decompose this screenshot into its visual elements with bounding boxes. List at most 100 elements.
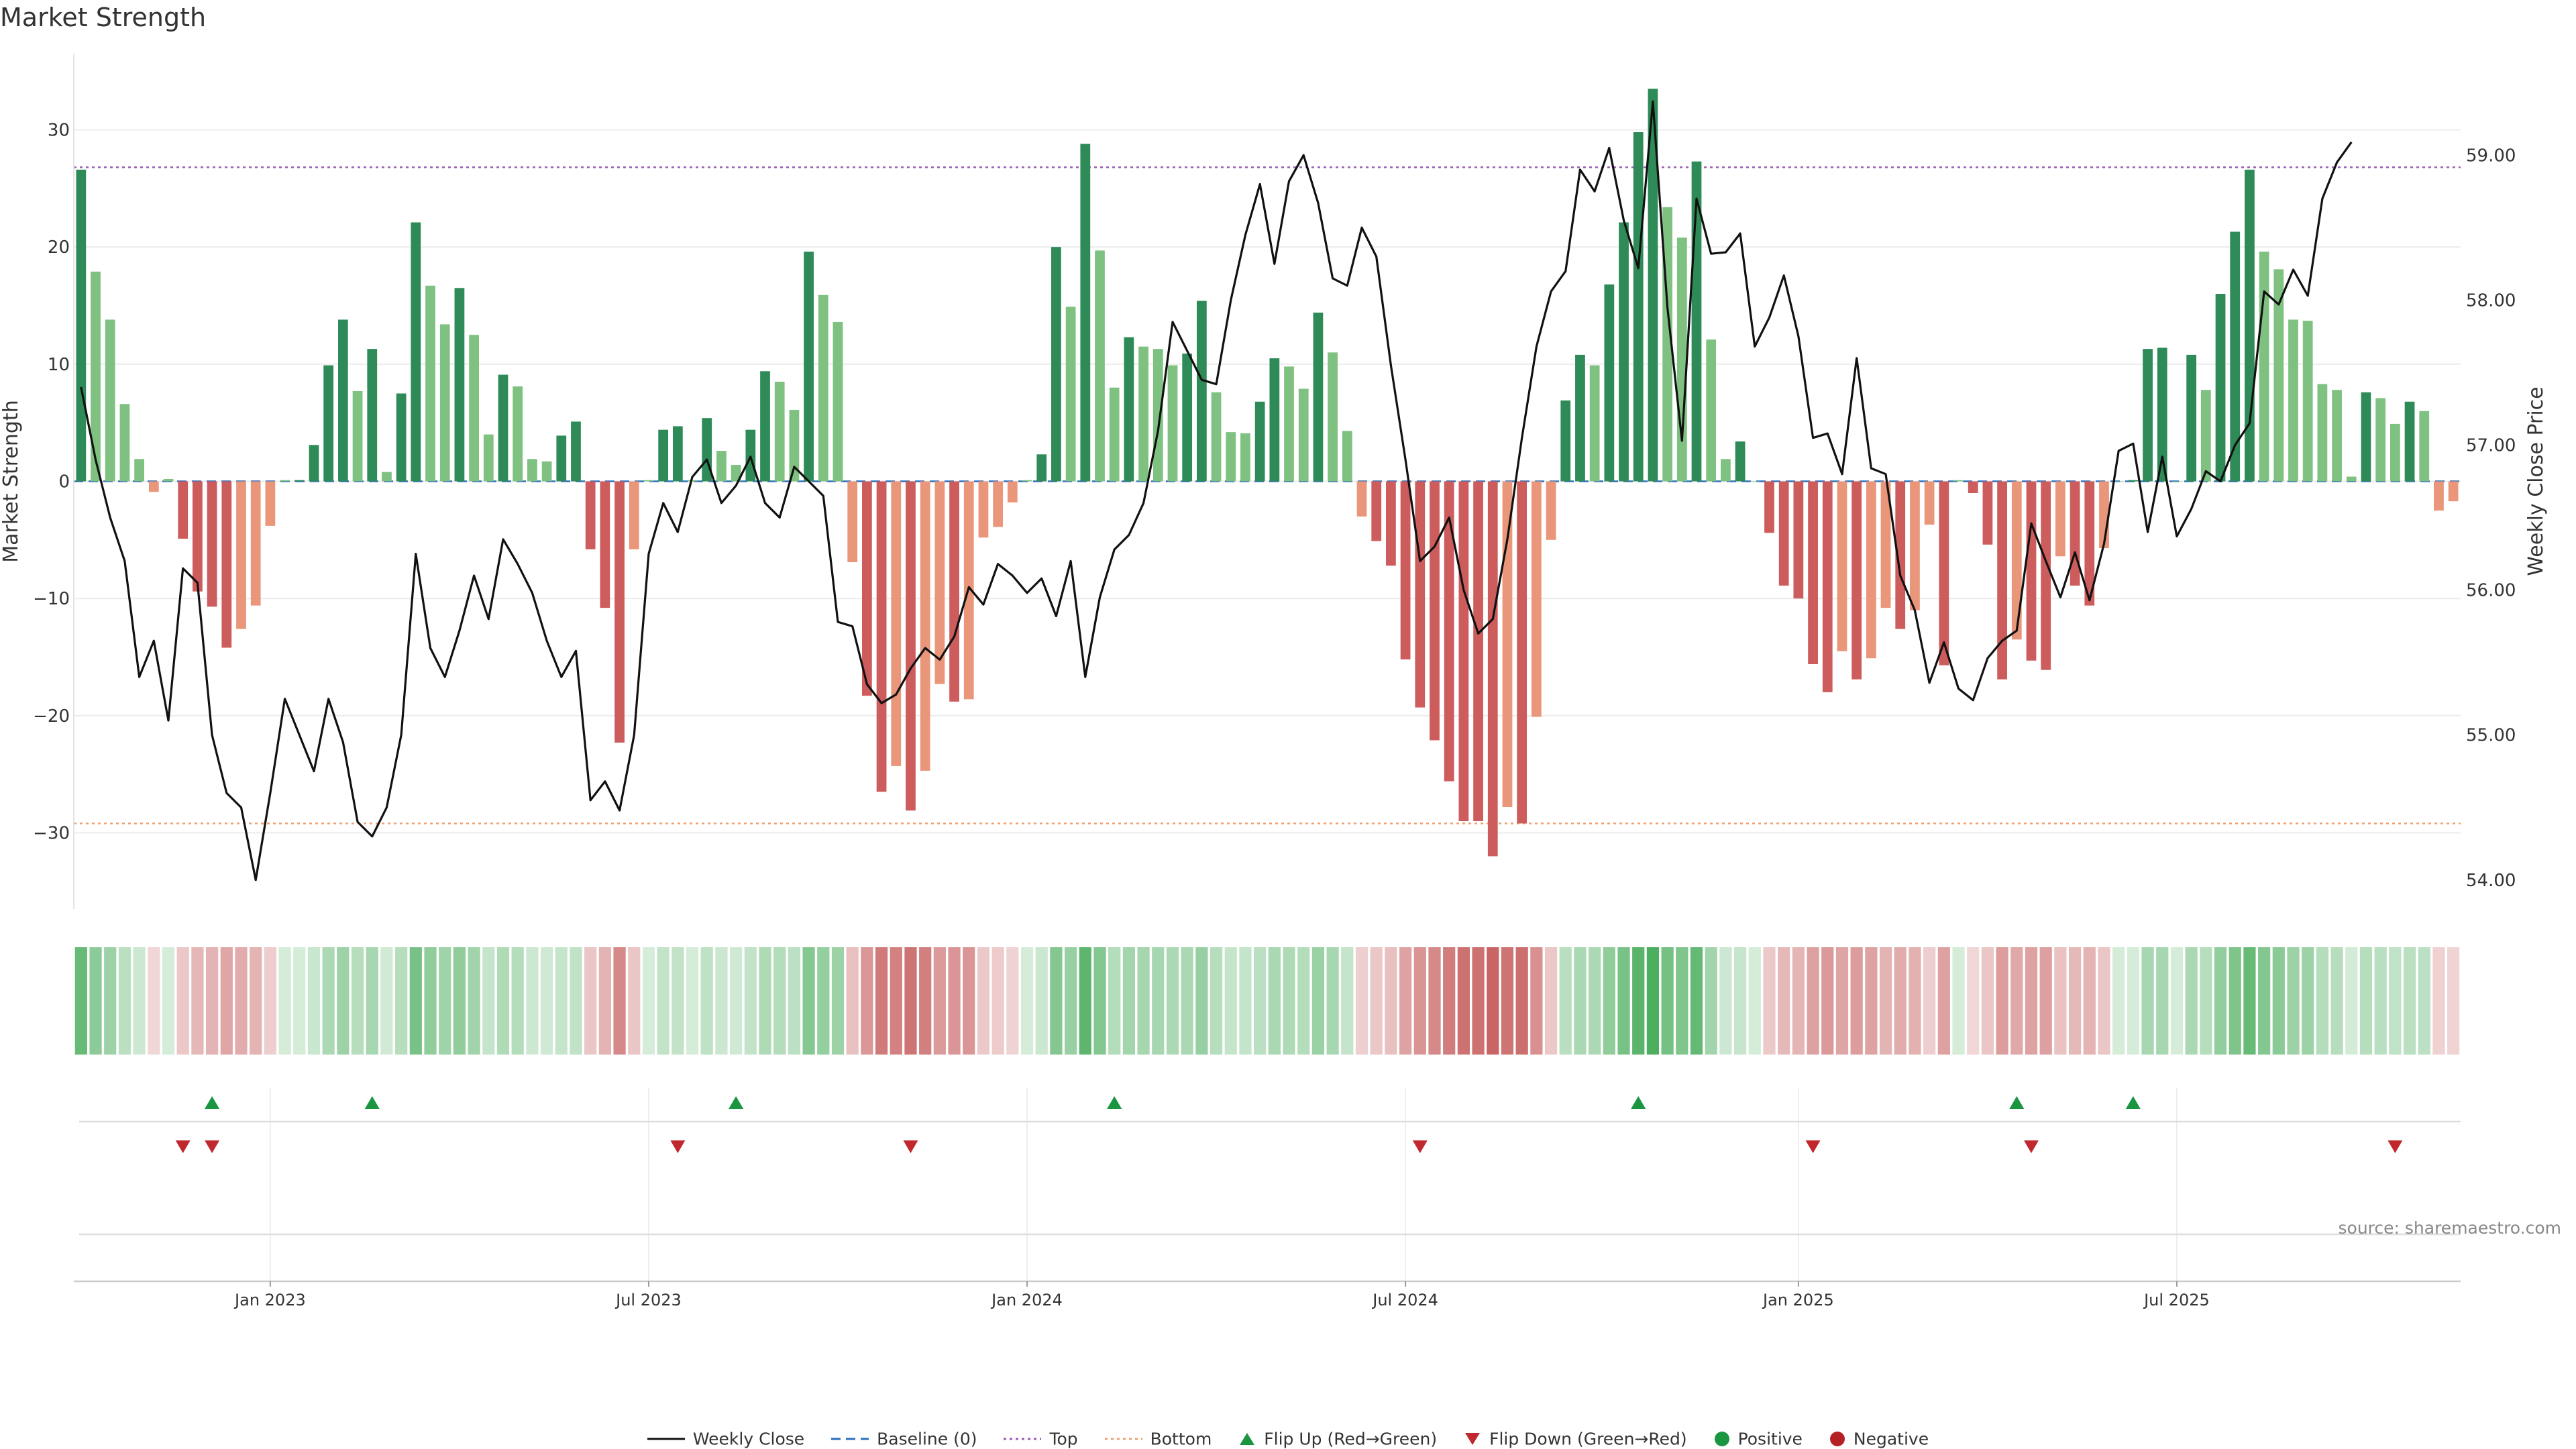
- heat-cell: [1865, 947, 1878, 1055]
- heat-cell: [264, 947, 276, 1055]
- strength-bar: [1007, 481, 1018, 502]
- strength-bar: [643, 480, 654, 482]
- strength-bar: [425, 285, 435, 482]
- heat-cell: [2039, 947, 2052, 1055]
- legend-item-top: Top: [1004, 1428, 1078, 1448]
- strength-bar: [1386, 481, 1396, 566]
- strength-bar: [2230, 231, 2241, 482]
- flip-down-marker: [2023, 1140, 2039, 1153]
- legend-item-weekly-close: Weekly Close: [647, 1428, 804, 1448]
- strength-bar: [789, 409, 800, 482]
- strength-bar: [745, 429, 756, 482]
- heat-cell: [2229, 947, 2241, 1055]
- strength-bar: [1648, 89, 1658, 482]
- heat-cell: [2127, 947, 2139, 1055]
- strength-bar: [1982, 481, 1993, 545]
- heat-cell: [846, 947, 859, 1055]
- heat-cell: [1385, 947, 1397, 1055]
- strength-bar: [1910, 481, 1920, 610]
- strength-bar: [1851, 481, 1862, 680]
- legend-item-flip-down: Flip Down (Green→Red): [1464, 1428, 1687, 1448]
- heat-cell: [817, 947, 830, 1055]
- heat-cell: [570, 947, 582, 1055]
- strength-bar: [1721, 459, 1731, 482]
- heat-cell: [2432, 947, 2445, 1055]
- strength-bar: [454, 288, 465, 482]
- heat-cell: [1850, 947, 1863, 1055]
- strength-bars: [76, 89, 2459, 857]
- heat-cell: [351, 947, 364, 1055]
- heat-cell: [380, 947, 393, 1055]
- heat-cell: [293, 947, 306, 1055]
- strength-bar: [207, 481, 217, 607]
- strength-bar: [1546, 481, 1556, 540]
- heat-cell: [2345, 947, 2358, 1055]
- heat-cell: [963, 947, 975, 1055]
- heat-cell: [1443, 947, 1456, 1055]
- strength-bar: [2317, 384, 2328, 482]
- strength-bar: [1735, 441, 1746, 482]
- strength-bar: [2273, 269, 2284, 482]
- strength-bar: [250, 481, 261, 606]
- heat-cell: [1311, 947, 1325, 1055]
- legend-item-flip-up: Flip Up (Red→Green): [1238, 1428, 1437, 1448]
- flip-up-marker: [1107, 1096, 1122, 1109]
- strength-bar: [1124, 337, 1134, 482]
- solid-line-icon: [647, 1438, 685, 1440]
- heat-cell: [657, 947, 669, 1055]
- strength-bar: [2434, 481, 2444, 511]
- strength-bar: [2259, 252, 2269, 482]
- heat-cell: [1501, 947, 1514, 1055]
- heat-cell: [642, 947, 655, 1055]
- heat-cell: [1297, 947, 1310, 1055]
- strength-bar: [949, 481, 959, 702]
- left-axis-label: Market Strength: [0, 400, 23, 562]
- heat-cell: [948, 947, 961, 1055]
- heat-cell: [1894, 947, 1907, 1055]
- heat-cell: [133, 947, 146, 1055]
- strength-bar: [1152, 349, 1163, 482]
- strength-bar: [934, 481, 945, 684]
- strength-bar: [1022, 480, 1032, 482]
- right-axis-label: Weekly Close Price: [2524, 386, 2548, 576]
- heat-cell: [1879, 947, 1892, 1055]
- heat-cell: [700, 947, 713, 1055]
- weekly-close-polyline: [80, 100, 2353, 881]
- strength-bar: [1968, 481, 1978, 493]
- strength-bar: [2215, 294, 2226, 482]
- heat-cell: [220, 947, 233, 1055]
- strength-bar: [1676, 237, 1687, 482]
- right-tick-label: 57.00: [2466, 435, 2516, 455]
- strength-bar: [1240, 433, 1250, 482]
- heat-cell: [453, 947, 466, 1055]
- heat-cell: [1661, 947, 1674, 1055]
- heat-cell: [1632, 947, 1645, 1055]
- strength-bar: [774, 382, 785, 482]
- flip-down-marker: [2387, 1140, 2403, 1153]
- flip-down-marker: [205, 1140, 220, 1153]
- strength-bar: [1342, 431, 1352, 482]
- heat-cell: [1778, 947, 1790, 1055]
- legend-item-negative: Negative: [1829, 1428, 1929, 1448]
- heat-cell: [1137, 947, 1150, 1055]
- strength-bar: [1473, 481, 1483, 822]
- heat-cell: [74, 947, 87, 1055]
- strength-bar: [1284, 366, 1294, 482]
- heat-cell: [162, 947, 175, 1055]
- heat-strip-panel: [74, 947, 2460, 1055]
- heat-cell: [1923, 947, 1936, 1055]
- heat-cell: [1515, 947, 1528, 1055]
- strength-bar: [2419, 411, 2430, 482]
- strength-bar: [91, 271, 101, 482]
- strength-bar: [2375, 398, 2386, 482]
- strength-bar: [1589, 365, 1600, 482]
- right-tick-label: 55.00: [2466, 726, 2516, 746]
- strength-bar: [1924, 481, 1935, 525]
- heat-cell: [555, 947, 568, 1055]
- strength-bar: [2186, 354, 2197, 482]
- flip-down-marker: [1412, 1140, 1428, 1153]
- heat-cell: [977, 947, 990, 1055]
- strength-bar: [2070, 481, 2080, 586]
- heat-cell: [1122, 947, 1136, 1055]
